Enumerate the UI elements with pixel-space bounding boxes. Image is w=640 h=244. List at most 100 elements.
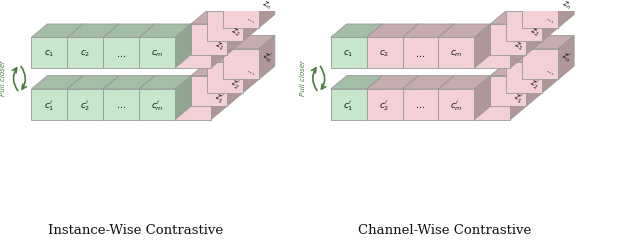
FancyArrowPatch shape	[21, 66, 26, 89]
Polygon shape	[259, 35, 275, 80]
Polygon shape	[403, 76, 419, 120]
Polygon shape	[31, 24, 83, 37]
Polygon shape	[331, 37, 367, 68]
Polygon shape	[139, 37, 175, 68]
Polygon shape	[438, 76, 490, 89]
Polygon shape	[522, 49, 558, 80]
Polygon shape	[175, 24, 191, 68]
Polygon shape	[367, 76, 383, 120]
Polygon shape	[31, 76, 83, 89]
Text: $z_n'$: $z_n'$	[559, 49, 573, 66]
Polygon shape	[175, 37, 211, 68]
Polygon shape	[438, 24, 454, 68]
Polygon shape	[403, 89, 438, 120]
Polygon shape	[67, 37, 103, 68]
Polygon shape	[331, 89, 367, 120]
Polygon shape	[474, 24, 526, 37]
Polygon shape	[207, 10, 243, 41]
Polygon shape	[207, 49, 259, 62]
Polygon shape	[438, 37, 474, 68]
Text: $z_2$: $z_2$	[528, 26, 541, 39]
Polygon shape	[438, 24, 490, 37]
Text: $z_1'$: $z_1'$	[511, 90, 525, 106]
Polygon shape	[103, 76, 155, 89]
Polygon shape	[175, 76, 227, 89]
Polygon shape	[175, 24, 227, 37]
Polygon shape	[103, 37, 139, 68]
Polygon shape	[67, 89, 103, 120]
Text: $c_m'$: $c_m'$	[450, 99, 463, 113]
Polygon shape	[367, 37, 403, 68]
Polygon shape	[191, 24, 227, 55]
Polygon shape	[403, 76, 454, 89]
Polygon shape	[211, 76, 227, 120]
Text: $z_1$: $z_1$	[512, 39, 525, 53]
Polygon shape	[558, 0, 574, 28]
Polygon shape	[403, 24, 454, 37]
Polygon shape	[506, 49, 558, 62]
Polygon shape	[103, 24, 155, 37]
Polygon shape	[474, 24, 490, 68]
Polygon shape	[31, 37, 67, 68]
Polygon shape	[510, 24, 526, 68]
Text: $z_2'$: $z_2'$	[527, 76, 541, 92]
Polygon shape	[139, 76, 155, 120]
Polygon shape	[438, 89, 474, 120]
Polygon shape	[367, 89, 403, 120]
Text: Pull closer: Pull closer	[300, 61, 306, 96]
Polygon shape	[526, 62, 542, 106]
Polygon shape	[175, 89, 211, 120]
Polygon shape	[67, 24, 83, 68]
Polygon shape	[506, 0, 558, 10]
Text: $z_n$: $z_n$	[560, 0, 573, 12]
Polygon shape	[191, 76, 227, 106]
Text: $\cdots$: $\cdots$	[415, 101, 426, 110]
Polygon shape	[526, 10, 542, 55]
Text: $c_2$: $c_2$	[80, 49, 90, 60]
Text: $z_n'$: $z_n'$	[260, 49, 274, 66]
Polygon shape	[223, 0, 259, 28]
Polygon shape	[542, 0, 558, 41]
Polygon shape	[403, 37, 438, 68]
Text: $c_m'$: $c_m'$	[151, 99, 163, 113]
Text: $c_1'$: $c_1'$	[344, 99, 354, 113]
Polygon shape	[103, 24, 119, 68]
Text: $c_2'$: $c_2'$	[380, 99, 390, 113]
Polygon shape	[191, 10, 243, 24]
Polygon shape	[490, 10, 542, 24]
Polygon shape	[474, 37, 510, 68]
Polygon shape	[259, 0, 275, 28]
Polygon shape	[207, 0, 259, 10]
Text: $z_1'$: $z_1'$	[212, 90, 226, 106]
FancyArrowPatch shape	[312, 68, 317, 91]
Text: $c_1$: $c_1$	[344, 49, 354, 60]
Polygon shape	[139, 89, 175, 120]
Polygon shape	[139, 76, 191, 89]
Polygon shape	[103, 89, 139, 120]
Polygon shape	[490, 76, 526, 106]
Text: $c_1'$: $c_1'$	[44, 99, 54, 113]
Polygon shape	[67, 76, 119, 89]
Polygon shape	[227, 10, 243, 55]
Text: $\cdots$: $\cdots$	[245, 14, 257, 25]
Polygon shape	[191, 62, 243, 76]
Text: $z_1$: $z_1$	[212, 39, 225, 53]
Polygon shape	[510, 76, 526, 120]
Text: $\cdots$: $\cdots$	[116, 50, 126, 59]
FancyArrowPatch shape	[321, 66, 326, 89]
Text: Instance-Wise Contrastive: Instance-Wise Contrastive	[47, 224, 223, 237]
Polygon shape	[331, 76, 383, 89]
Text: Pull closer: Pull closer	[1, 61, 6, 96]
Polygon shape	[474, 89, 510, 120]
Polygon shape	[243, 49, 259, 93]
Polygon shape	[223, 49, 259, 80]
Polygon shape	[67, 76, 83, 120]
Polygon shape	[175, 76, 191, 120]
Text: $\cdots$: $\cdots$	[245, 65, 257, 76]
Polygon shape	[522, 0, 558, 28]
Text: $\cdots$: $\cdots$	[116, 101, 126, 110]
Text: $c_m$: $c_m$	[151, 49, 163, 60]
Polygon shape	[367, 24, 383, 68]
Polygon shape	[474, 76, 490, 120]
Text: $c_1$: $c_1$	[44, 49, 54, 60]
